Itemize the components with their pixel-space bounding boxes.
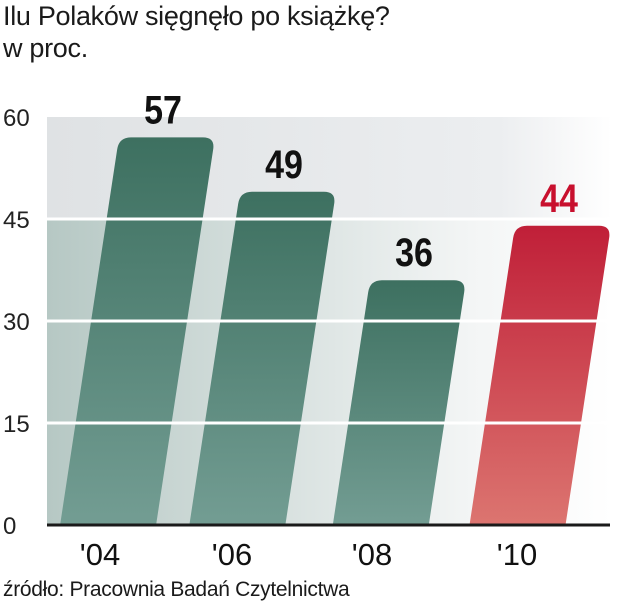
- data-label: 57: [144, 87, 182, 132]
- x-tick-label: '06: [212, 537, 252, 572]
- x-tick-label: '08: [352, 537, 392, 572]
- x-tick-label: '04: [80, 537, 120, 572]
- chart-title-text: Ilu Polaków sięgnęło po książkę?: [3, 1, 390, 31]
- y-tick-label: 15: [3, 411, 30, 438]
- bar-06: [189, 191, 335, 526]
- x-tick-label: '10: [497, 537, 537, 572]
- bar-10: [469, 225, 610, 526]
- data-label: 49: [265, 141, 303, 186]
- data-label: 36: [395, 230, 433, 275]
- source-note: źródło: Pracownia Badań Czytelnictwa: [3, 578, 350, 601]
- chart-subtitle: w proc.: [3, 33, 88, 63]
- bar-08: [332, 280, 465, 525]
- y-tick-label: 30: [3, 309, 30, 336]
- y-tick-label: 60: [3, 105, 30, 132]
- y-tick-label: 0: [3, 513, 16, 540]
- y-tick-label: 45: [3, 207, 30, 234]
- data-label: 44: [540, 175, 578, 220]
- bar-04: [60, 137, 214, 525]
- chart-title: Ilu Polaków sięgnęło po książkę? w proc.: [3, 0, 390, 64]
